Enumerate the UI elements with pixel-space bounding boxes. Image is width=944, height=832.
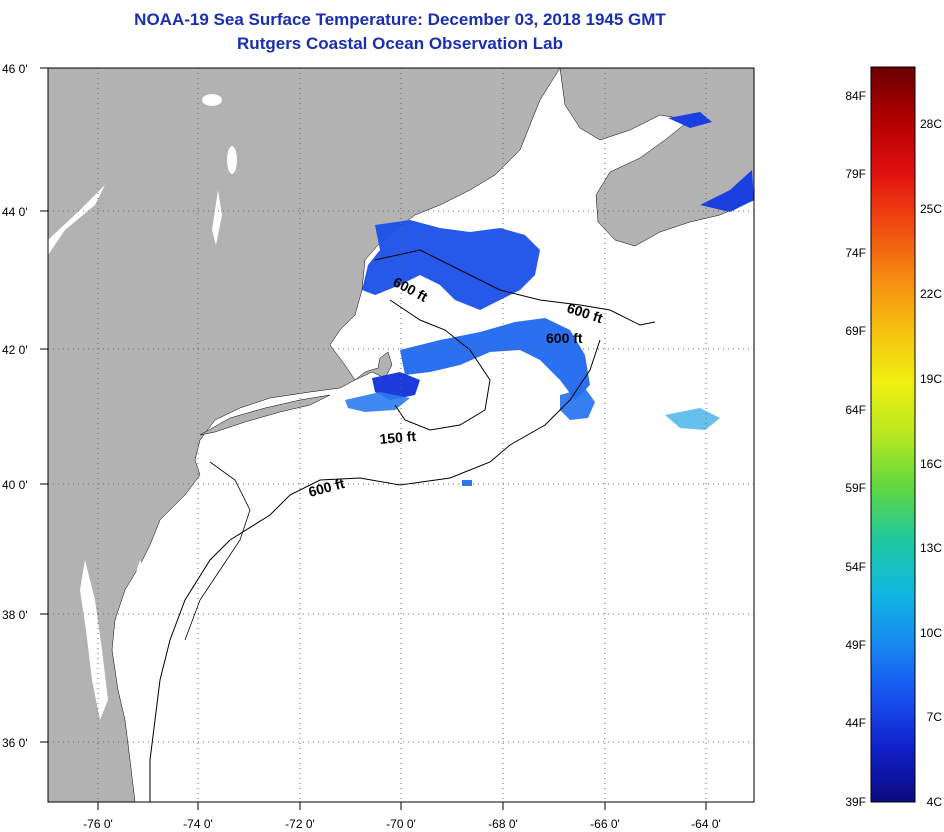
land-long-island bbox=[199, 394, 331, 436]
sst-patch-bay-of-fundy bbox=[668, 112, 712, 128]
contour-150ft bbox=[389, 299, 491, 431]
colorbar-f-label: 84F bbox=[845, 89, 866, 103]
colorbar-c-labels: 28C 25C 22C 19C 16C 13C 10C 7C 4C bbox=[920, 117, 942, 809]
contour-label: 150 ft bbox=[379, 428, 417, 447]
colorbar-f-label: 74F bbox=[845, 246, 866, 260]
chesapeake-bay bbox=[80, 560, 108, 720]
lat-label: 42 0' bbox=[2, 343, 28, 357]
lon-label: -64 0' bbox=[691, 817, 721, 831]
colorbar-f-label: 69F bbox=[845, 324, 866, 338]
colorbar-f-label: 79F bbox=[845, 167, 866, 181]
map-title: NOAA-19 Sea Surface Temperature: Decembe… bbox=[134, 10, 666, 29]
lat-label: 38 0' bbox=[2, 608, 28, 622]
lake bbox=[227, 146, 237, 174]
lon-label: -68 0' bbox=[488, 817, 518, 831]
colorbar-c-label: 22C bbox=[920, 287, 942, 301]
colorbar-f-labels: 84F 79F 74F 69F 64F 59F 54F 49F 44F 39F bbox=[845, 89, 866, 809]
colorbar-f-label: 59F bbox=[845, 481, 866, 495]
land-us-mainland bbox=[48, 68, 561, 802]
sst-patch-small bbox=[462, 480, 472, 486]
sst-patch-ns-coast bbox=[700, 170, 754, 212]
colorbar bbox=[870, 66, 916, 803]
lat-label: 44 0' bbox=[2, 205, 28, 219]
sst-patch-georges bbox=[400, 318, 590, 400]
lon-label: -76 0' bbox=[83, 817, 113, 831]
colorbar-f-label: 44F bbox=[845, 716, 866, 730]
lon-label: -72 0' bbox=[285, 817, 315, 831]
map-subtitle: Rutgers Coastal Ocean Observation Lab bbox=[237, 34, 563, 53]
colorbar-c-label: 16C bbox=[920, 457, 942, 471]
lake-champlain bbox=[212, 190, 222, 245]
colorbar-f-label: 39F bbox=[845, 795, 866, 809]
contour-label: 600 ft bbox=[546, 330, 583, 346]
lake-erie-edge bbox=[48, 185, 105, 255]
colorbar-f-label: 54F bbox=[845, 560, 866, 574]
contour-600ft-inner bbox=[374, 249, 656, 326]
colorbar-c-label: 28C bbox=[920, 117, 942, 131]
lon-label: -74 0' bbox=[183, 817, 213, 831]
colorbar-c-label: 4C bbox=[927, 795, 943, 809]
colorbar-c-label: 7C bbox=[927, 710, 943, 724]
colorbar-c-label: 10C bbox=[920, 626, 942, 640]
contour-coast-inner bbox=[184, 461, 251, 641]
colorbar-f-label: 49F bbox=[845, 638, 866, 652]
contour-600ft-shelf bbox=[149, 339, 601, 802]
colorbar-f-label: 64F bbox=[845, 403, 866, 417]
colorbar-scale bbox=[870, 66, 916, 803]
lat-label: 40 0' bbox=[2, 478, 28, 492]
lake bbox=[202, 94, 222, 106]
colorbar-c-label: 19C bbox=[920, 372, 942, 386]
lat-label: 46 0' bbox=[2, 62, 28, 76]
lat-label: 36 0' bbox=[2, 736, 28, 750]
sst-patch-south bbox=[345, 392, 410, 412]
lon-label: -66 0' bbox=[590, 817, 620, 831]
axis-ticks bbox=[40, 67, 707, 810]
sst-patch-east bbox=[560, 388, 595, 420]
colorbar-c-label: 25C bbox=[920, 202, 942, 216]
colorbar-c-label: 13C bbox=[920, 541, 942, 555]
delaware-bay bbox=[132, 560, 150, 600]
lon-label: -70 0' bbox=[386, 817, 416, 831]
land-cape-cod bbox=[354, 351, 393, 381]
